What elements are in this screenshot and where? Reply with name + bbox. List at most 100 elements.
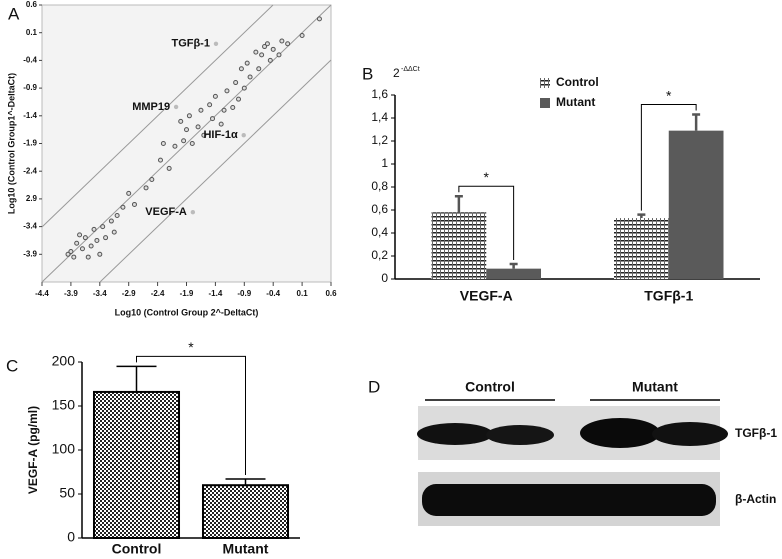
y-tick-label: 50 (59, 485, 75, 501)
x-tick-label: -0.4 (266, 289, 280, 298)
point (262, 44, 268, 50)
annotation: HIF-1α (203, 129, 238, 141)
point (198, 107, 204, 113)
highlight-point (213, 41, 219, 46)
y-tick-label: 0,8 (371, 179, 388, 193)
y-tick-label: 1 (381, 156, 388, 170)
significance-bracket (136, 355, 246, 476)
y-tick-label: -1.4 (23, 111, 37, 120)
highlight-point (241, 132, 246, 138)
point (186, 113, 192, 119)
bar (486, 268, 541, 279)
point (172, 143, 178, 149)
significance-bracket (640, 104, 697, 211)
significance-bracket (458, 185, 515, 261)
annotation: TGFβ-1 (171, 38, 210, 50)
legend-label: Control (556, 75, 599, 89)
significance: * (666, 87, 672, 103)
y-axis-label: Log10 (Control Group1^-DeltaCt) (6, 73, 16, 214)
y-tick-label: 2.9 (26, 194, 38, 203)
point (201, 132, 207, 138)
highlight-point (173, 104, 179, 110)
error-bar (225, 478, 266, 486)
y-tick-label: -0.9 (23, 83, 37, 92)
y-axis-label: VEGF-A (pg/ml) (26, 406, 40, 494)
point (157, 157, 163, 163)
panel-label: C (6, 356, 18, 375)
x-tick-label: -3.4 (93, 289, 107, 298)
y-tick-label: 0,4 (371, 225, 388, 239)
row-label: β-Actin (735, 492, 776, 506)
error-bar (116, 365, 157, 392)
point (236, 96, 242, 102)
point (97, 251, 103, 257)
point (100, 224, 106, 230)
legend-label: Mutant (556, 95, 595, 109)
point (238, 66, 244, 72)
point (68, 249, 74, 255)
y-tick-label: -3.9 (23, 249, 37, 258)
point (65, 251, 71, 257)
error-bar (454, 194, 463, 213)
point (126, 190, 132, 196)
point (94, 237, 100, 243)
point (85, 254, 91, 260)
x-tick-label: -1.4 (209, 289, 223, 298)
point (276, 52, 282, 58)
point (195, 124, 201, 130)
point (299, 32, 305, 38)
bar (431, 212, 487, 279)
point (241, 85, 247, 91)
point (264, 41, 270, 47)
blot: D Control Mutant TGFβ-1 β-Actin (368, 377, 777, 526)
bar (668, 130, 724, 279)
point (285, 41, 291, 47)
error-bar (637, 213, 646, 219)
point (224, 88, 230, 94)
y-tick-label: 0,2 (371, 248, 388, 262)
y-axis-label: 2 (393, 66, 400, 80)
point (279, 38, 285, 44)
y-tick-label: 150 (52, 397, 76, 413)
group-label: Mutant (632, 379, 678, 395)
significance: * (188, 339, 194, 355)
highlight-point (190, 209, 196, 215)
x-tick-label: TGFβ-1 (644, 288, 693, 304)
error-bar (509, 262, 518, 269)
x-tick-label: -2.4 (151, 289, 165, 298)
point (181, 138, 187, 144)
legend: Control Mutant (540, 75, 599, 109)
x-tick-label: 0.6 (325, 289, 337, 298)
point (114, 213, 120, 219)
y-tick-label: -0.4 (23, 56, 37, 65)
bar (614, 218, 669, 279)
point (270, 46, 276, 52)
point (143, 185, 149, 191)
y-axis-label-sup: -ΔΔCt (401, 66, 420, 73)
point (77, 232, 83, 238)
x-tick-label: -0.9 (237, 289, 251, 298)
significance: * (484, 169, 490, 185)
point (316, 16, 322, 22)
y-tick-label: 0 (67, 529, 75, 545)
point (79, 246, 85, 252)
bar (92, 390, 181, 540)
legend-swatch (540, 98, 550, 108)
x-tick-label: -1.9 (180, 289, 194, 298)
y-tick-label: -2.4 (23, 166, 37, 175)
point (247, 74, 253, 80)
bar (201, 484, 290, 540)
y-tick-label: 0,6 (371, 202, 388, 216)
panel-label: A (8, 4, 20, 23)
point (88, 243, 94, 249)
x-tick-label: VEGF-A (460, 288, 513, 304)
point (230, 104, 236, 110)
point (267, 57, 273, 63)
row-label: TGFβ-1 (735, 426, 777, 440)
error-bar (692, 113, 701, 131)
y-tick-label: 100 (52, 441, 76, 457)
point (71, 254, 77, 260)
point (178, 118, 184, 124)
x-axis-label: Log10 (Control Group 2^-DeltaCt) (115, 307, 259, 317)
